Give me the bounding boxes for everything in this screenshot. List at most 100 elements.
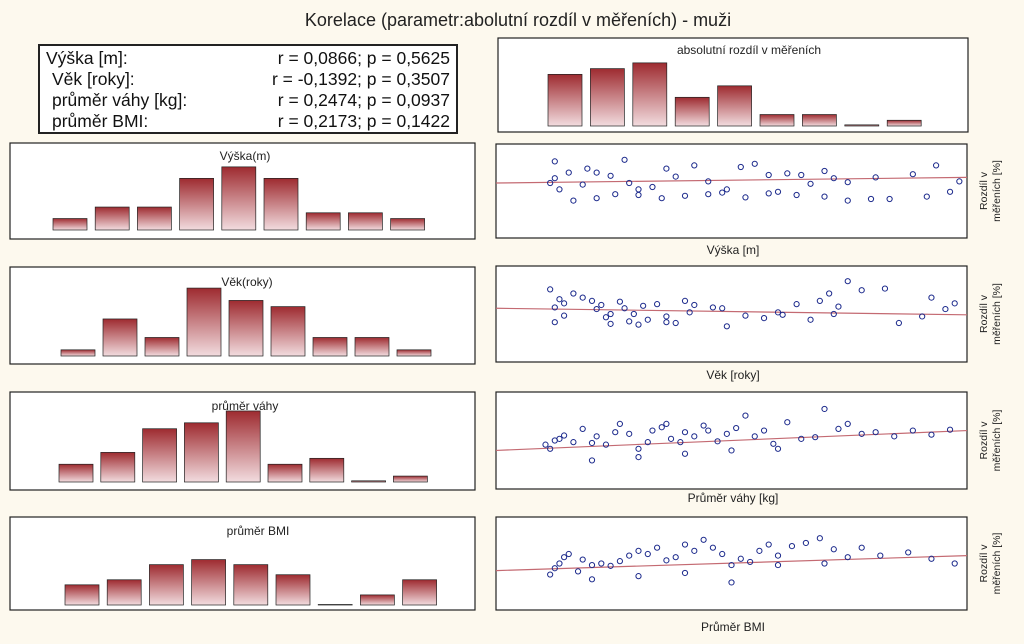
histogram-bar [674,96,710,127]
scatter-x-axis-label: Průměr váhy [kg] [688,491,779,505]
scatter-point [872,174,879,181]
scatter-point [672,319,679,327]
scatter-point [788,543,796,550]
stats-label: průměr BMI: [52,111,149,131]
scatter-point [774,445,782,452]
scatter-point [835,425,842,432]
y-axis-label-line1: Rozdíl v [978,544,990,583]
histogram-bar [351,480,386,483]
scatter-point [705,191,712,198]
scatter-point [561,312,568,319]
scatter-point [923,193,930,200]
scatter-point [551,319,558,326]
scatter-point [561,300,568,307]
scatter-point [691,162,698,169]
y-axis-label-line2: měřeních [%] [991,160,1003,222]
scatter-point [705,178,712,185]
histogram-bar [225,410,261,483]
histogram-title: Věk(roky) [221,275,272,289]
scatter-point [565,169,572,176]
scatter-point [635,454,642,461]
scatter-point [830,175,837,182]
trend-line [495,176,968,184]
scatter-x-axis-label: Věk [roky] [706,368,759,382]
scatter-point [598,560,605,567]
scatter-point [607,562,614,569]
scatter-point [551,175,558,182]
scatter-point [719,550,726,558]
scatter-point [640,302,647,309]
scatter-point [867,195,875,203]
scatter-point [742,312,749,319]
histogram-bar [396,349,432,357]
scatter-point [928,555,935,562]
scatter-point [751,433,758,440]
scatter-point [570,439,577,446]
histogram-bar [58,463,94,483]
scatter-point [774,561,782,569]
scatter-point [802,539,810,547]
scatter-point [663,420,670,427]
y-axis-label-line1: Rozdíl v [978,171,990,210]
scatter-y-axis-label: Rozdíl v měřeních [%] [978,409,1003,471]
scatter-point [821,193,828,200]
scatter-point [681,192,689,199]
histogram-bar [221,166,257,231]
scatter-point [728,561,735,569]
scatter-point [663,557,670,564]
scatter-point [616,298,624,305]
scatter-point [649,183,656,191]
histogram-bar [228,300,264,357]
histogram-bar [360,594,395,606]
scatter-point [621,156,628,163]
scatter-y-axis-label: Rozdíl v měřeních [%] [978,532,1003,594]
scatter-point [556,296,563,303]
scatter-point [547,445,554,452]
scatter-point [654,544,661,551]
stats-row-height: Výška [m]: r = 0,0866; p = 0,5625 [46,48,450,69]
scatter-point [719,305,726,312]
scatter-point [588,561,596,569]
histogram-bar [393,475,428,483]
scatter-point [621,305,628,312]
histogram-bar [354,337,390,357]
trend-line [495,429,968,452]
scatter-point [547,571,554,578]
histogram-bar [632,62,668,127]
scatter-point [672,554,679,561]
histogram-bar [270,306,306,357]
histogram-bar [233,564,269,606]
scatter-point [626,430,633,437]
scatter-point [649,427,656,434]
scatter-point [821,560,828,567]
scatter-point [905,549,912,556]
scatter-point [821,167,828,175]
scatter-point [765,190,772,197]
scatter-point [542,441,549,448]
y-axis-label-line1: Rozdíl v [978,421,990,460]
histogram-title: průměr váhy [212,399,279,413]
scatter-point [588,576,596,583]
scatter-point [593,169,600,176]
scatter-point [765,541,772,548]
histogram-bar [590,68,625,127]
scatter-point [733,424,740,432]
scatter-point [681,297,689,304]
scatter-point [686,309,693,316]
scatter-point [798,171,805,179]
scatter-point [798,435,805,442]
scatter-point [626,318,633,325]
scatter-point [561,554,568,561]
histogram-bar [390,218,425,231]
scatter-point [821,405,828,413]
histogram-bar [402,579,437,606]
histogram-bar [348,212,383,231]
scatter-point [663,313,670,320]
histogram-bar [263,177,299,231]
histogram-bar [64,584,100,606]
scatter-point [942,305,949,313]
scatter-point [626,179,633,187]
histogram-bar [102,318,138,357]
scatter-point [881,285,889,292]
scatter-point [723,430,730,437]
